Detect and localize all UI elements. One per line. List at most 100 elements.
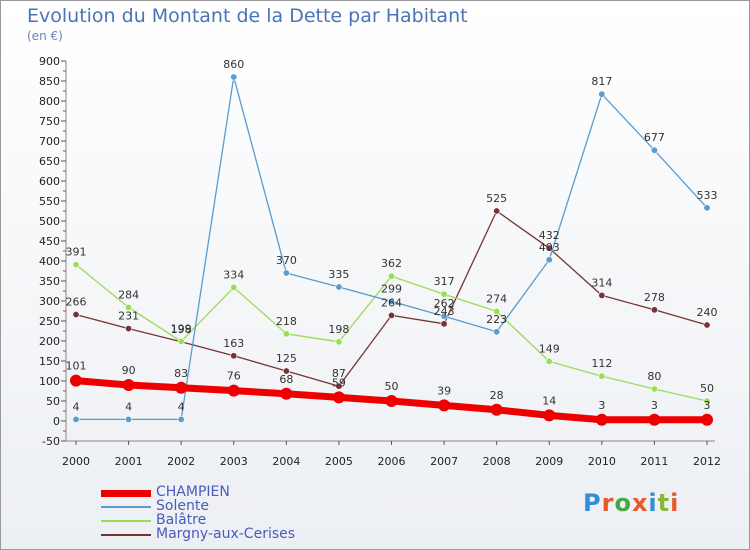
data-label: 4 [178, 400, 185, 413]
data-label: 125 [276, 352, 297, 365]
data-point [493, 328, 501, 336]
data-point [595, 413, 608, 426]
y-tick-label: 650 [39, 155, 60, 168]
data-point [72, 415, 80, 423]
data-label: 39 [437, 384, 451, 397]
y-tick-label: 400 [39, 255, 60, 268]
y-tick-label: 200 [39, 335, 60, 348]
legend-swatch-champien [101, 490, 151, 497]
x-tick-label: 2012 [693, 455, 721, 468]
legend-swatch-margny [101, 534, 151, 536]
data-point [387, 297, 395, 305]
data-point [70, 374, 82, 387]
data-label: 76 [227, 370, 241, 383]
data-point [543, 409, 556, 422]
data-point [72, 261, 80, 269]
data-label: 50 [700, 382, 714, 395]
y-tick-label: 0 [53, 415, 60, 428]
data-point [545, 256, 553, 264]
chart-title: Evolution du Montant de la Dette par Hab… [27, 5, 468, 27]
data-label: 223 [486, 313, 507, 326]
y-tick-label: 500 [39, 215, 60, 228]
data-label: 334 [223, 268, 244, 281]
data-point [72, 311, 80, 319]
data-label: 240 [697, 306, 718, 319]
data-point [332, 391, 345, 404]
data-point [177, 415, 185, 423]
y-tick-label: 750 [39, 115, 60, 128]
y-tick-label: 550 [39, 195, 60, 208]
data-point [125, 415, 133, 423]
legend-swatch-balatre [101, 520, 151, 522]
x-tick-label: 2006 [378, 455, 406, 468]
logo-letter: r [601, 489, 615, 517]
data-label: 3 [704, 399, 711, 412]
legend-label-margny: Margny-aux-Cerises [156, 526, 296, 542]
data-label: 199 [171, 322, 192, 335]
data-point [125, 303, 133, 311]
axes: -500501001502002503003504004505005506006… [39, 55, 721, 468]
logo-letter: i [670, 489, 680, 517]
y-tick-label: 850 [39, 75, 60, 88]
data-point [385, 395, 398, 407]
data-point [335, 338, 343, 346]
data-point [230, 283, 238, 291]
data-point [282, 269, 290, 277]
data-point [598, 90, 606, 98]
data-point [175, 381, 188, 394]
x-tick-label: 2005 [325, 455, 353, 468]
data-label: 525 [486, 192, 507, 205]
logo-letter: i [648, 489, 658, 517]
data-point [177, 337, 185, 345]
data-label: 264 [381, 296, 402, 309]
data-label: 533 [697, 189, 718, 202]
x-tick-label: 2004 [272, 455, 300, 468]
data-label: 335 [328, 268, 349, 281]
data-point [227, 384, 240, 397]
data-point [438, 399, 451, 412]
data-label: 266 [66, 296, 87, 309]
data-label: 284 [118, 288, 139, 301]
data-point [493, 207, 501, 215]
y-tick-label: 100 [39, 375, 60, 388]
data-point [440, 312, 448, 320]
data-point [650, 385, 658, 393]
legend-label-solente: Solente [156, 498, 209, 514]
x-tick-label: 2003 [220, 455, 248, 468]
data-point [703, 204, 711, 212]
data-point [282, 367, 290, 375]
data-label: 90 [122, 364, 136, 377]
x-tick-label: 2007 [430, 455, 458, 468]
data-label: 274 [486, 292, 507, 305]
data-label: 278 [644, 291, 665, 304]
logo-letter: P [583, 489, 602, 517]
series-layer [70, 73, 713, 426]
data-label: 112 [591, 357, 612, 370]
y-tick-label: 50 [46, 395, 60, 408]
data-point [230, 352, 238, 360]
data-point [701, 413, 713, 426]
data-label: 3 [651, 399, 658, 412]
y-tick-label: 700 [39, 135, 60, 148]
data-point [648, 413, 661, 426]
y-tick-label: 600 [39, 175, 60, 188]
data-label: 83 [174, 367, 188, 380]
y-tick-label: 250 [39, 315, 60, 328]
data-label: 317 [434, 275, 455, 288]
legend-label-balatre: Balâtre [156, 512, 207, 528]
x-tick-label: 2002 [167, 455, 195, 468]
series-line-Solente [75, 76, 708, 421]
logo-letter: t [657, 489, 671, 517]
data-point [650, 146, 658, 154]
data-point [703, 397, 711, 405]
data-point [280, 387, 293, 400]
legend-label-champien: CHAMPIEN [156, 484, 230, 500]
data-label: 14 [542, 394, 556, 407]
data-label: 432 [539, 229, 560, 242]
data-label: 149 [539, 342, 560, 355]
data-label: 87 [332, 367, 346, 380]
y-tick-label: 300 [39, 295, 60, 308]
y-tick-label: 450 [39, 235, 60, 248]
x-tick-label: 2000 [62, 455, 90, 468]
proxiti-logo: Proxiti [583, 489, 679, 517]
